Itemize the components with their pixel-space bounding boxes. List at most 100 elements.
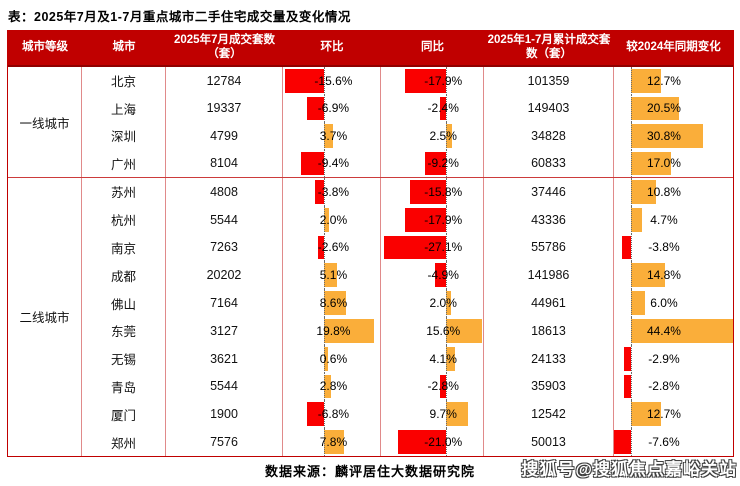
bar-value-label: 8.6% bbox=[319, 296, 348, 311]
table-title: 表：2025年7月及1-7月重点城市二手住宅成交量及变化情况 bbox=[8, 10, 351, 24]
jul-deal-count: 7263 bbox=[166, 233, 283, 262]
vs-2024-change-cell: 12.7% bbox=[614, 67, 733, 95]
cumulative-deal-count: 37446 bbox=[484, 178, 614, 206]
table-body: 一线城市 北京 12784 -15.6% -17.9% 101359 12.7% 上海 1933… bbox=[8, 67, 733, 456]
positive-value-bar bbox=[446, 402, 469, 427]
bar-value-label: 2.8% bbox=[319, 379, 348, 394]
negative-value-bar bbox=[624, 374, 631, 399]
zero-axis-line bbox=[631, 261, 632, 290]
vs-2024-change-cell: -3.8% bbox=[614, 233, 733, 262]
zero-axis-line bbox=[446, 94, 447, 122]
column-header-mom: 环比 bbox=[320, 41, 344, 54]
negative-value-bar bbox=[614, 430, 631, 454]
bar-value-label: -17.9% bbox=[424, 212, 463, 227]
data-table: 城市等级 城市 2025年7月成交套数（套） 环比 同比 2025年1-7月累计… bbox=[7, 30, 734, 457]
jul-deal-count: 4799 bbox=[166, 122, 283, 150]
positive-value-bar bbox=[446, 346, 456, 371]
column-header-city: 城市 bbox=[112, 41, 136, 54]
cumulative-deal-count: 101359 bbox=[484, 67, 614, 95]
positive-value-bar bbox=[631, 124, 703, 148]
bar-value-label: -17.9% bbox=[424, 73, 463, 88]
bar-value-label: 30.8% bbox=[646, 128, 681, 143]
negative-value-bar bbox=[306, 96, 324, 120]
column-header-cum-deals: 2025年1-7月累计成交套数（套） bbox=[487, 34, 611, 60]
bar-value-label: 14.8% bbox=[646, 268, 681, 283]
jul-deal-count: 20202 bbox=[166, 261, 283, 290]
city-name: 苏州 bbox=[82, 178, 166, 206]
mom-change-cell: 2.8% bbox=[283, 372, 381, 401]
zero-axis-line bbox=[324, 316, 325, 345]
zero-axis-line bbox=[631, 94, 632, 122]
zero-axis-line bbox=[631, 233, 632, 262]
bar-value-label: -9.4% bbox=[317, 156, 350, 171]
city-name: 杭州 bbox=[82, 205, 166, 234]
zero-axis-line bbox=[324, 94, 325, 122]
jul-deal-count: 5544 bbox=[166, 205, 283, 234]
table-header-row: 城市等级 城市 2025年7月成交套数（套） 环比 同比 2025年1-7月累计… bbox=[8, 31, 733, 67]
negative-value-bar bbox=[404, 207, 446, 232]
bar-value-label: -7.6% bbox=[648, 435, 680, 450]
zero-axis-line bbox=[446, 372, 447, 401]
zero-axis-line bbox=[446, 400, 447, 429]
zero-axis-line bbox=[446, 261, 447, 290]
positive-value-bar bbox=[324, 124, 334, 148]
jul-deal-count: 4808 bbox=[166, 178, 283, 206]
jul-deal-count: 7576 bbox=[166, 428, 283, 456]
positive-value-bar bbox=[631, 151, 671, 175]
jul-deal-count: 12784 bbox=[166, 67, 283, 95]
jul-deal-count: 5544 bbox=[166, 372, 283, 401]
vs-2024-change-cell: 20.5% bbox=[614, 94, 733, 122]
zero-axis-line bbox=[446, 428, 447, 456]
zero-axis-line bbox=[324, 205, 325, 234]
mom-change-cell: 19.8% bbox=[283, 316, 381, 345]
negative-value-bar bbox=[314, 180, 324, 204]
jul-deal-count: 19337 bbox=[166, 94, 283, 122]
positive-value-bar bbox=[446, 318, 482, 343]
city-name: 成都 bbox=[82, 261, 166, 290]
watermark: 搜狐号@搜狐焦点嘉峪关站 bbox=[521, 460, 737, 479]
vs-2024-change-cell: -2.8% bbox=[614, 372, 733, 401]
bar-value-label: -21.0% bbox=[424, 435, 463, 450]
jul-deal-count: 7164 bbox=[166, 289, 283, 317]
negative-value-bar bbox=[404, 69, 446, 93]
zero-axis-line bbox=[446, 178, 447, 206]
bar-value-label: 12.7% bbox=[646, 73, 681, 88]
mom-change-cell: 0.6% bbox=[283, 344, 381, 373]
jul-deal-count: 3127 bbox=[166, 316, 283, 345]
yoy-change-cell: 4.1% bbox=[381, 344, 484, 373]
bar-value-label: -3.8% bbox=[648, 240, 680, 255]
positive-value-bar bbox=[446, 124, 452, 148]
bar-value-label: 10.8% bbox=[646, 184, 681, 199]
zero-axis-line bbox=[446, 122, 447, 150]
mom-change-cell: -6.8% bbox=[283, 400, 381, 429]
vs-2024-change-cell: 17.0% bbox=[614, 149, 733, 177]
positive-value-bar bbox=[324, 318, 374, 343]
positive-value-bar bbox=[324, 263, 337, 288]
yoy-change-cell: -17.9% bbox=[381, 67, 484, 95]
zero-axis-line bbox=[324, 67, 325, 95]
positive-value-bar bbox=[324, 207, 329, 232]
negative-value-bar bbox=[397, 430, 446, 454]
vs-2024-change-cell: -2.9% bbox=[614, 344, 733, 373]
cumulative-deal-count: 55786 bbox=[484, 233, 614, 262]
negative-value-bar bbox=[424, 151, 446, 175]
bar-value-label: -15.8% bbox=[424, 184, 463, 199]
bar-value-label: -6.8% bbox=[317, 407, 350, 422]
mom-change-cell: -6.9% bbox=[283, 94, 381, 122]
bar-value-label: 2.0% bbox=[429, 296, 457, 311]
cumulative-deal-count: 43336 bbox=[484, 205, 614, 234]
zero-axis-line bbox=[631, 316, 632, 345]
mom-change-cell: 3.7% bbox=[283, 122, 381, 150]
negative-value-bar bbox=[624, 346, 631, 371]
zero-axis-line bbox=[446, 316, 447, 345]
zero-axis-line bbox=[631, 289, 632, 317]
bar-value-label: -2.8% bbox=[648, 379, 680, 394]
zero-axis-line bbox=[324, 400, 325, 429]
bar-value-label: 2.5% bbox=[429, 128, 457, 143]
cumulative-deal-count: 24133 bbox=[484, 344, 614, 373]
mom-change-cell: -9.4% bbox=[283, 149, 381, 177]
zero-axis-line bbox=[324, 428, 325, 456]
bar-value-label: 15.6% bbox=[426, 323, 461, 338]
negative-value-bar bbox=[622, 235, 631, 260]
mom-change-cell: 8.6% bbox=[283, 289, 381, 317]
